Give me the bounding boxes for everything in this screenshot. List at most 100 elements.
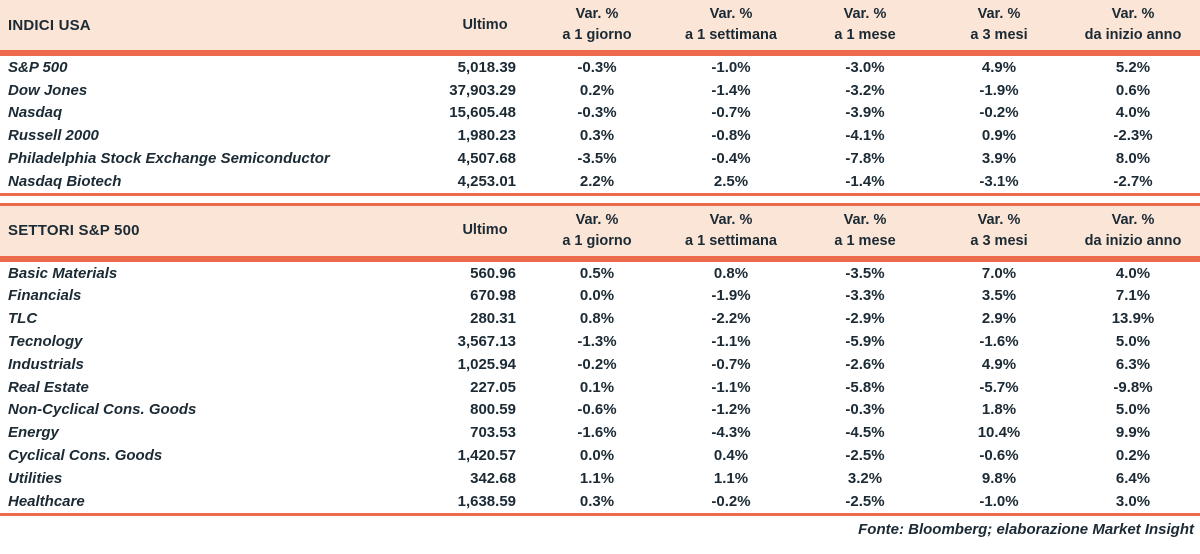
var-header-line1: Var. % <box>977 211 1021 228</box>
table-row: Non-Cyclical Cons. Goods 800.59 -0.6% -1.2%… <box>0 399 1200 422</box>
var-value: 4.0% <box>1115 104 1151 122</box>
table-title: SETTORI S&P 500 <box>8 222 140 240</box>
var-value: 0.9% <box>981 127 1017 145</box>
var-value: 0.0% <box>579 287 615 305</box>
var-value: -2.5% <box>845 492 885 510</box>
table-row: Basic Materials 560.96 0.5% 0.8% -3.5% 7.0% 4.… <box>0 262 1200 285</box>
table-bottom-rule <box>0 512 1200 516</box>
var-value: 10.4% <box>977 424 1021 442</box>
column-header-var: Var. % a 3 mesi <box>932 0 1066 50</box>
var-header-line1: Var. % <box>575 211 619 228</box>
var-value: 4.9% <box>981 355 1017 373</box>
var-value: -0.7% <box>711 104 751 122</box>
var-value: -3.9% <box>845 104 885 122</box>
var-value: 0.1% <box>579 378 615 396</box>
var-value: -1.3% <box>577 333 617 351</box>
var-value: -5.8% <box>845 378 885 396</box>
var-value: 0.0% <box>579 447 615 465</box>
column-header-var: Var. % a 1 mese <box>798 206 932 256</box>
column-header-var: Var. % a 1 settimana <box>664 0 798 50</box>
var-value: 9.8% <box>981 469 1017 487</box>
row-label: Nasdaq <box>8 104 63 122</box>
table-row: Energy 703.53 -1.6% -4.3% -4.5% 10.4% 9.9% <box>0 421 1200 444</box>
var-value: -3.5% <box>845 264 885 282</box>
var-header-line2: da inizio anno <box>1084 27 1182 43</box>
var-value: -4.5% <box>845 424 885 442</box>
var-value: -1.1% <box>711 333 751 351</box>
var-value: 5.2% <box>1115 58 1151 76</box>
var-value: 0.2% <box>1115 447 1151 465</box>
var-header-line1: Var. % <box>843 6 887 22</box>
ultimo-value: 1,025.94 <box>457 355 516 373</box>
row-label: Utilities <box>8 469 63 487</box>
var-header-line1: Var. % <box>709 6 753 22</box>
header-divider <box>0 50 1200 56</box>
var-header-line2: a 1 giorno <box>562 232 632 249</box>
var-value: 7.0% <box>981 264 1017 282</box>
table-row: Healthcare 1,638.59 0.3% -0.2% -2.5% -1.0% 3.0… <box>0 490 1200 513</box>
var-value: -0.2% <box>711 492 751 510</box>
var-value: -0.6% <box>979 447 1019 465</box>
var-value: -9.8% <box>1113 378 1153 396</box>
var-value: 4.0% <box>1115 264 1151 282</box>
row-label: Financials <box>8 287 82 305</box>
var-value: -0.7% <box>711 355 751 373</box>
var-value: 0.6% <box>1115 81 1151 99</box>
table-header-row: SETTORI S&P 500 Ultimo Var. % a 1 giorno V… <box>0 205 1200 256</box>
var-header-line2: a 1 settimana <box>685 27 777 43</box>
var-value: -0.3% <box>577 58 617 76</box>
var-header-line1: Var. % <box>1111 6 1155 22</box>
ultimo-value: 4,507.68 <box>457 150 516 168</box>
var-value: 0.2% <box>579 81 615 99</box>
var-value: -1.4% <box>711 81 751 99</box>
ultimo-value: 560.96 <box>470 264 516 282</box>
var-header-line2: a 3 mesi <box>970 27 1028 43</box>
var-value: -0.2% <box>979 104 1019 122</box>
ultimo-value: 800.59 <box>470 401 516 419</box>
row-label: Non-Cyclical Cons. Goods <box>8 401 197 419</box>
var-header-line2: a 3 mesi <box>970 232 1028 249</box>
table-title: INDICI USA <box>8 16 91 34</box>
var-value: 2.5% <box>713 172 749 190</box>
var-value: -5.9% <box>845 333 885 351</box>
var-value: 0.3% <box>579 492 615 510</box>
var-value: 1.1% <box>713 469 749 487</box>
ultimo-value: 15,605.48 <box>449 104 516 122</box>
var-value: -1.9% <box>979 81 1019 99</box>
var-value: -0.6% <box>577 401 617 419</box>
var-value: 5.0% <box>1115 401 1151 419</box>
var-value: 0.8% <box>713 264 749 282</box>
var-value: -1.6% <box>577 424 617 442</box>
column-header-var: Var. % a 1 settimana <box>664 206 798 256</box>
ultimo-value: 670.98 <box>470 287 516 305</box>
var-value: 9.9% <box>1115 424 1151 442</box>
row-label: Energy <box>8 424 59 442</box>
ultimo-value: 4,253.01 <box>457 172 516 190</box>
column-header-var: Var. % a 1 giorno <box>530 0 664 50</box>
var-value: 2.9% <box>981 310 1017 328</box>
var-value: -4.1% <box>845 127 885 145</box>
var-value: 2.2% <box>579 172 615 190</box>
var-value: 1.8% <box>981 401 1017 419</box>
var-value: 6.4% <box>1115 469 1151 487</box>
var-value: 3.2% <box>847 469 883 487</box>
var-value: 0.5% <box>579 264 615 282</box>
var-value: -5.7% <box>979 378 1019 396</box>
var-value: -1.6% <box>979 333 1019 351</box>
ultimo-value: 1,420.57 <box>457 447 516 465</box>
row-label: Healthcare <box>8 492 85 510</box>
table-row: Cyclical Cons. Goods 1,420.57 0.0% 0.4% -2.5… <box>0 444 1200 467</box>
column-header-var: Var. % da inizio anno <box>1066 0 1200 50</box>
table-row: Philadelphia Stock Exchange Semiconducto… <box>0 147 1200 170</box>
source-note: Fonte: Bloomberg; elaborazione Market In… <box>858 520 1194 538</box>
var-value: -3.1% <box>979 172 1019 190</box>
var-value: -0.8% <box>711 127 751 145</box>
table-top-rule <box>0 202 1200 206</box>
row-label: Dow Jones <box>8 81 88 99</box>
ultimo-value: 280.31 <box>470 310 516 328</box>
tables-container: INDICI USA Ultimo Var. % a 1 giorno Var. %… <box>0 0 1200 516</box>
ultimo-value: 1,980.23 <box>457 127 516 145</box>
table-bottom-rule <box>0 192 1200 196</box>
var-value: 3.0% <box>1115 492 1151 510</box>
var-value: -1.2% <box>711 401 751 419</box>
